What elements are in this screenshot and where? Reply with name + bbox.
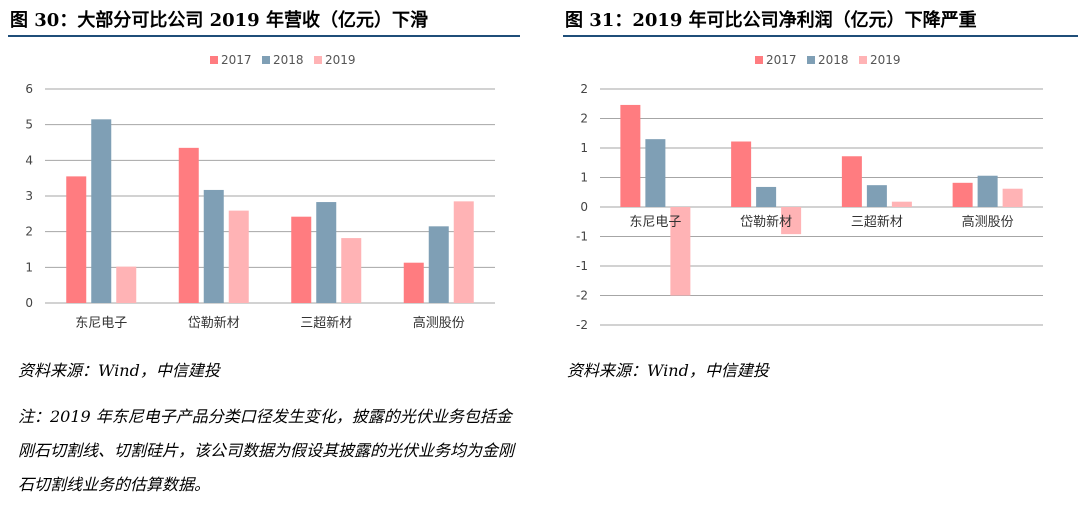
y-tick-label: -2	[576, 289, 588, 303]
bar-2017-4	[403, 262, 424, 303]
profit-bar-chart: 2 2 1 1 0 -1 -1 -2 -2 东尼电子 岱勒新材 三超新材 高测股份 2017 2018 201…	[576, 53, 1043, 332]
y-tick-label: 5	[25, 118, 33, 132]
category-label: 高测股份	[962, 214, 1014, 230]
bar-2019-2	[781, 207, 802, 235]
bar-2017-3	[841, 156, 862, 207]
profit-chart-title: 图 31：2019 年可比公司净利润（亿元）下降严重	[565, 10, 977, 31]
legend-swatch-2017	[210, 56, 218, 64]
bar-2019-3	[341, 238, 362, 303]
bar-2018-1	[91, 119, 112, 303]
legend-label-2017: 2017	[766, 53, 797, 67]
category-label: 三超新材	[851, 214, 903, 230]
y-tick-label: 3	[25, 189, 33, 203]
source-note: 资料来源：Wind，中信建投	[18, 361, 220, 380]
y-tick-label: -1	[576, 259, 588, 273]
bar-2019-2	[228, 210, 249, 303]
legend-swatch-2018	[262, 56, 270, 64]
legend-label-2018: 2018	[273, 53, 304, 67]
bar-2018-3	[316, 202, 337, 303]
bar-2017-4	[952, 182, 973, 207]
y-tick-label: -2	[576, 318, 588, 332]
bar-2019-1	[670, 207, 691, 296]
category-label: 东尼电子	[629, 215, 681, 230]
profit-chart-panel: 图 31：2019 年可比公司净利润（亿元）下降严重 2 2 1 1 0 -1 -1 -2 -2…	[555, 0, 1080, 505]
revenue-chart-panel: 图 30：大部分可比公司 2019 年营收（亿元）下滑 0 1 2 3 4 5 6 东尼电子 岱…	[0, 0, 530, 505]
y-tick-label: 0	[25, 296, 33, 310]
bar-2017-2	[731, 141, 752, 207]
legend-swatch-2018	[807, 56, 815, 64]
bar-2017-2	[178, 147, 199, 303]
category-label: 三超新材	[300, 315, 352, 331]
y-tick-label: 2	[580, 112, 588, 126]
bar-2018-1	[645, 139, 666, 207]
category-label: 岱勒新材	[188, 315, 240, 331]
revenue-bar-chart: 0 1 2 3 4 5 6 东尼电子 岱勒新材 三超新材 高测股份 2017 2018 2019	[25, 53, 495, 331]
legend-label-2019: 2019	[870, 53, 901, 67]
title-rule	[8, 35, 520, 37]
bar-2019-3	[891, 201, 912, 207]
revenue-chart-title: 图 30：大部分可比公司 2019 年营收（亿元）下滑	[10, 10, 428, 31]
y-tick-label: 6	[25, 82, 33, 96]
legend-swatch-2017	[755, 56, 763, 64]
y-tick-label: 2	[25, 225, 33, 239]
y-tick-label: 0	[580, 200, 588, 214]
bar-2017-3	[291, 216, 312, 303]
bar-2018-3	[866, 185, 887, 207]
y-tick-label: -1	[576, 230, 588, 244]
legend-label-2019: 2019	[325, 53, 356, 67]
category-label: 高测股份	[413, 315, 465, 331]
title-rule	[563, 35, 1078, 37]
y-tick-label: 2	[580, 82, 588, 96]
y-tick-label: 1	[580, 141, 588, 155]
bar-2018-2	[756, 186, 777, 207]
bar-2017-1	[620, 104, 641, 207]
category-label: 东尼电子	[75, 316, 127, 331]
y-tick-label: 4	[25, 153, 33, 167]
y-tick-label: 1	[580, 171, 588, 185]
bar-2019-1	[116, 266, 137, 303]
bar-2018-2	[203, 189, 224, 303]
bar-2017-1	[66, 176, 87, 303]
legend-label-2018: 2018	[818, 53, 849, 67]
source-note: 资料来源：Wind，中信建投	[567, 361, 769, 380]
category-label: 岱勒新材	[740, 214, 792, 230]
bar-2019-4	[453, 201, 474, 303]
legend-swatch-2019	[859, 56, 867, 64]
legend-label-2017: 2017	[221, 53, 252, 67]
bar-2018-4	[977, 175, 998, 207]
bar-2019-4	[1002, 188, 1023, 207]
y-tick-label: 1	[25, 260, 33, 274]
bar-2018-4	[428, 226, 449, 303]
legend-swatch-2019	[314, 56, 322, 64]
footnote: 注：2019 年东尼电子产品分类口径发生变化，披露的光伏业务包括金刚石切割线、切…	[18, 407, 515, 494]
